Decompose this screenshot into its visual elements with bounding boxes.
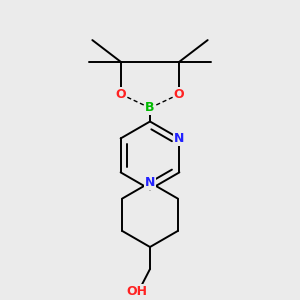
Text: O: O <box>116 88 127 101</box>
Text: OH: OH <box>126 285 147 298</box>
Text: B: B <box>145 101 155 114</box>
Text: O: O <box>173 88 184 101</box>
Text: N: N <box>145 176 155 189</box>
Text: N: N <box>174 132 184 145</box>
